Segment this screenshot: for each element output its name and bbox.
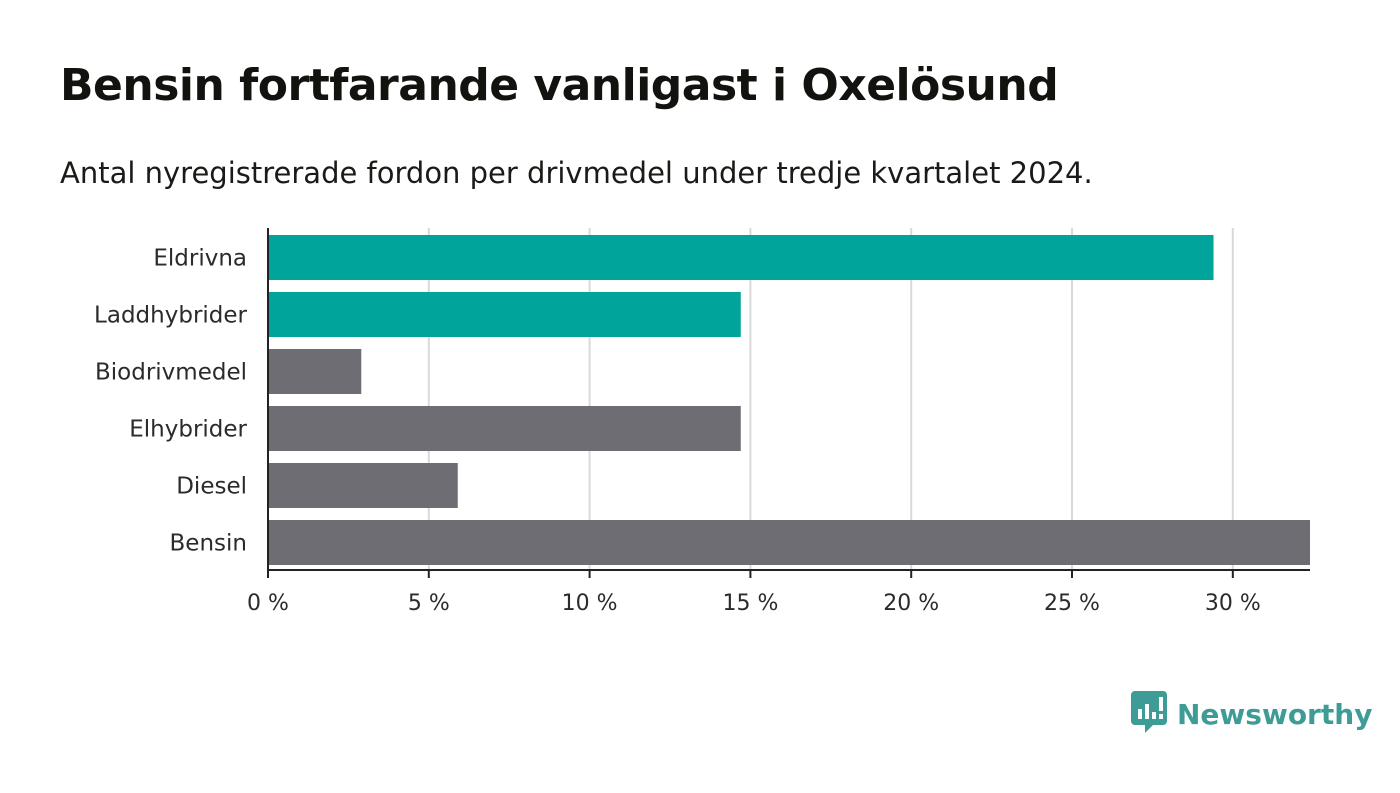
- category-label: Biodrivmedel: [95, 360, 247, 386]
- bar: [268, 349, 362, 394]
- bar: [268, 235, 1214, 280]
- bar: [268, 520, 1310, 565]
- brand-name: Newsworthy: [1177, 697, 1373, 731]
- chart-subtitle: Antal nyregistrerade fordon per drivmede…: [60, 156, 1093, 190]
- newsworthy-logo: Newsworthy: [1131, 691, 1372, 737]
- x-tick-label: 30 %: [1205, 591, 1261, 616]
- category-label: Eldrivna: [153, 246, 247, 272]
- category-label: Bensin: [170, 531, 247, 557]
- x-tick-label: 15 %: [722, 591, 778, 616]
- x-tick-label: 0 %: [247, 591, 289, 616]
- category-label: Elhybrider: [129, 417, 247, 443]
- chart-title: Bensin fortfarande vanligast i Oxelösund: [60, 60, 1059, 111]
- x-tick-label: 10 %: [562, 591, 618, 616]
- x-tick-label: 25 %: [1044, 591, 1100, 616]
- category-label: Laddhybrider: [94, 303, 247, 329]
- bar-chart-speech-bubble-icon: [1131, 691, 1167, 737]
- x-tick-label: 5 %: [408, 591, 450, 616]
- bar: [268, 463, 458, 508]
- x-tick-label: 20 %: [883, 591, 939, 616]
- bar: [268, 406, 741, 451]
- category-label: Diesel: [176, 474, 247, 500]
- bar: [268, 292, 741, 337]
